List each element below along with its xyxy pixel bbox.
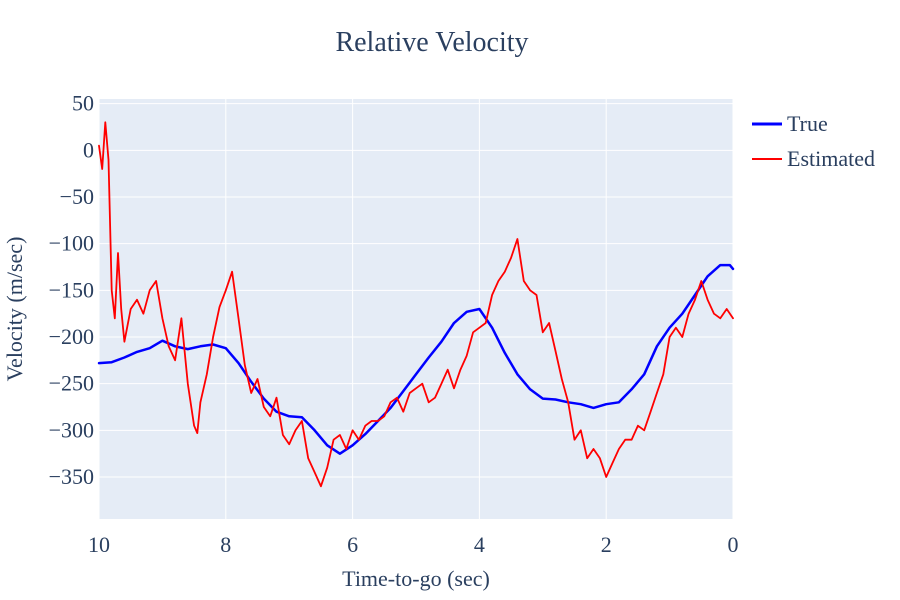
y-axis-title: Velocity (m/sec)	[2, 237, 27, 382]
legend-label-true: True	[787, 111, 828, 136]
grid-lines	[98, 99, 734, 519]
x-tick-label-4: 2	[601, 532, 612, 557]
tick-labels: 10 8 6 4 2 0 50 0 −50 −100 −150 −200 −250 −300 −350	[49, 91, 739, 557]
y-tick-label-8: −350	[49, 464, 94, 489]
x-tick-label-0: 10	[88, 532, 110, 557]
legend: True Estimated	[752, 111, 875, 171]
x-tick-label-1: 8	[220, 532, 231, 557]
plot-area	[99, 99, 733, 519]
y-tick-label-3: −100	[49, 231, 94, 256]
x-axis-title: Time-to-go (sec)	[342, 566, 490, 591]
y-tick-label-0: 50	[72, 91, 94, 116]
y-tick-label-4: −150	[49, 277, 94, 302]
series-line-estimated	[98, 121, 734, 488]
series-line-true	[97, 263, 735, 455]
x-tick-label-3: 4	[474, 532, 485, 557]
x-tick-label-2: 6	[347, 532, 358, 557]
y-tick-label-2: −50	[60, 184, 94, 209]
chart-title: Relative Velocity	[335, 27, 528, 58]
y-tick-label-6: −250	[49, 371, 94, 396]
y-tick-label-1: 0	[83, 137, 94, 162]
x-tick-label-5: 0	[728, 532, 739, 557]
legend-label-estimated: Estimated	[787, 146, 875, 171]
y-tick-label-5: −200	[49, 324, 94, 349]
series-layer	[97, 121, 735, 488]
y-tick-label-7: −300	[49, 417, 94, 442]
